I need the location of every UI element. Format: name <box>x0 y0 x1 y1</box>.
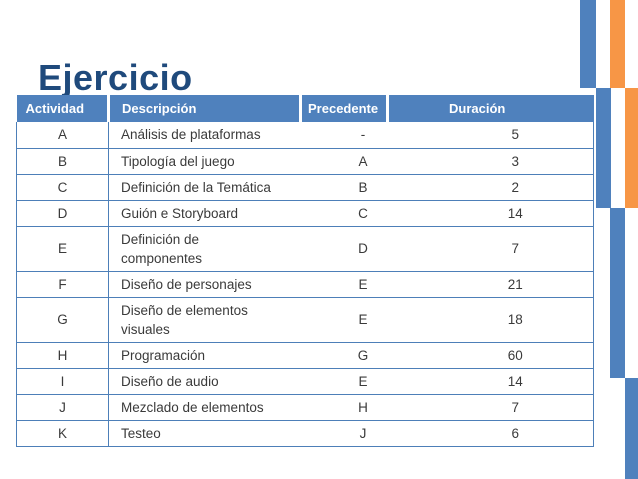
table-row: E Definición de componentes D 7 <box>16 226 594 272</box>
cell-actividad: B <box>16 148 109 175</box>
decor-bar-blue-2 <box>596 88 611 208</box>
cell-actividad: C <box>16 174 109 201</box>
cell-descripcion: Tipología del juego <box>108 148 301 175</box>
cell-descripcion: Diseño de personajes <box>108 271 301 298</box>
cell-precedente: A <box>300 148 388 175</box>
cell-actividad: K <box>16 420 109 447</box>
cell-precedente: D <box>300 226 388 272</box>
decor-bar-orange-2 <box>625 88 638 208</box>
cell-actividad: J <box>16 394 109 421</box>
cell-descripcion: Mezclado de elementos <box>108 394 301 421</box>
column-header-actividad: Actividad <box>16 95 110 122</box>
decor-bar-blue-4 <box>625 378 638 479</box>
cell-precedente: E <box>300 368 388 395</box>
table-row: B Tipología del juego A 3 <box>16 148 594 175</box>
cell-duracion: 60 <box>387 342 594 369</box>
decor-bar-blue-3 <box>610 208 625 378</box>
table-row: A Análisis de plataformas - 5 <box>16 122 594 149</box>
cell-descripcion: Definición de la Temática <box>108 174 301 201</box>
cell-actividad: A <box>16 122 109 149</box>
slide-title: Ejercicio <box>38 57 193 99</box>
cell-duracion: 3 <box>387 148 594 175</box>
cell-duracion: 14 <box>387 368 594 395</box>
cell-descripcion: Testeo <box>108 420 301 447</box>
decor-bar-blue-1 <box>580 0 596 88</box>
cell-precedente: B <box>300 174 388 201</box>
cell-precedente: E <box>300 271 388 298</box>
cell-duracion: 21 <box>387 271 594 298</box>
table-row: J Mezclado de elementos H 7 <box>16 394 594 421</box>
cell-descripcion: Diseño de audio <box>108 368 301 395</box>
table-row: F Diseño de personajes E 21 <box>16 271 594 298</box>
cell-precedente: H <box>300 394 388 421</box>
column-header-duracion: Duración <box>387 95 594 122</box>
column-header-descripcion: Descripción <box>108 95 302 122</box>
table-row: H Programación G 60 <box>16 342 594 369</box>
cell-duracion: 7 <box>387 394 594 421</box>
cell-precedente: C <box>300 200 388 227</box>
cell-actividad: I <box>16 368 109 395</box>
cell-precedente: J <box>300 420 388 447</box>
cell-descripcion: Guión e Storyboard <box>108 200 301 227</box>
table-row: D Guión e Storyboard C 14 <box>16 200 594 227</box>
cell-actividad: H <box>16 342 109 369</box>
table-row: G Diseño de elementos visuales E 18 <box>16 297 594 343</box>
table-header: Actividad Descripción Precedente Duració… <box>16 95 594 122</box>
column-header-precedente: Precedente <box>300 95 389 122</box>
cell-actividad: F <box>16 271 109 298</box>
cell-descripcion: Análisis de plataformas <box>108 122 301 149</box>
cell-descripcion: Diseño de elementos visuales <box>108 297 301 343</box>
table-row: C Definición de la Temática B 2 <box>16 174 594 201</box>
decor-bar-orange-1 <box>610 0 625 88</box>
cell-duracion: 18 <box>387 297 594 343</box>
cell-actividad: D <box>16 200 109 227</box>
cell-precedente: - <box>300 122 388 149</box>
cell-precedente: E <box>300 297 388 343</box>
cell-duracion: 2 <box>387 174 594 201</box>
activity-table: Actividad Descripción Precedente Duració… <box>16 95 594 447</box>
cell-duracion: 5 <box>387 122 594 149</box>
cell-descripcion: Programación <box>108 342 301 369</box>
header-row: Actividad Descripción Precedente Duració… <box>16 95 594 122</box>
cell-actividad: E <box>16 226 109 272</box>
cell-duracion: 6 <box>387 420 594 447</box>
cell-precedente: G <box>300 342 388 369</box>
cell-descripcion: Definición de componentes <box>108 226 301 272</box>
table-row: K Testeo J 6 <box>16 420 594 447</box>
cell-actividad: G <box>16 297 109 343</box>
cell-duracion: 7 <box>387 226 594 272</box>
cell-duracion: 14 <box>387 200 594 227</box>
table-body: A Análisis de plataformas - 5 B Tipologí… <box>16 122 594 447</box>
table-row: I Diseño de audio E 14 <box>16 368 594 395</box>
